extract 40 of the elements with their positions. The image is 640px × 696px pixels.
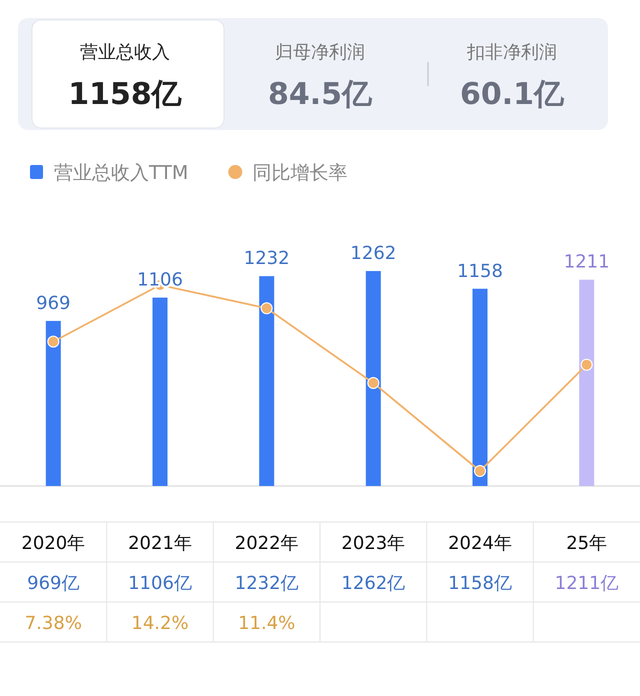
text: 归母净利润 xyxy=(275,42,365,63)
x-tick-label: 2024年 xyxy=(448,533,512,554)
bar xyxy=(366,271,381,486)
text: 1262亿 xyxy=(341,573,406,594)
text: 营业总收入 xyxy=(80,42,170,63)
data-label: 1232 xyxy=(244,248,290,270)
x-tick-label: 25年 xyxy=(566,533,608,554)
point xyxy=(474,465,486,477)
data-label: 969 xyxy=(36,292,71,314)
text: 1158亿 xyxy=(68,77,183,112)
text: 60.1亿 xyxy=(460,77,566,112)
data-label: 1262 xyxy=(350,243,396,264)
legend-label: 同比增长率 xyxy=(252,162,348,184)
bar xyxy=(472,288,488,486)
bar xyxy=(46,320,61,486)
text: 1106亿 xyxy=(128,573,192,594)
point xyxy=(367,376,380,389)
x-tick-label: 2022年 xyxy=(234,533,299,554)
data-label: 11.4% xyxy=(238,613,296,634)
text: 1158亿 xyxy=(448,573,512,594)
bar xyxy=(259,276,274,486)
x-tick-label: 2023年 xyxy=(341,533,406,554)
data-label: 14.2% xyxy=(131,613,189,634)
point xyxy=(580,358,593,371)
text: 1232亿 xyxy=(234,573,299,594)
x-tick-label: 2021年 xyxy=(128,533,192,554)
legend-label: 营业总收入TTM xyxy=(54,162,188,184)
text: 1211亿 xyxy=(554,573,619,594)
point xyxy=(260,302,273,314)
data-label: 1158 xyxy=(457,260,503,282)
text: 84.5亿 xyxy=(268,77,374,112)
text: 969亿 xyxy=(27,573,80,594)
x-tick-label: 2020年 xyxy=(21,533,86,554)
data-label: 1106 xyxy=(137,270,183,291)
bar xyxy=(152,298,168,486)
data-label: 7.38% xyxy=(24,613,82,634)
text: 扣非净利润 xyxy=(466,42,557,63)
point xyxy=(47,336,60,348)
data-label: 1211 xyxy=(564,252,610,273)
bar xyxy=(579,280,594,486)
